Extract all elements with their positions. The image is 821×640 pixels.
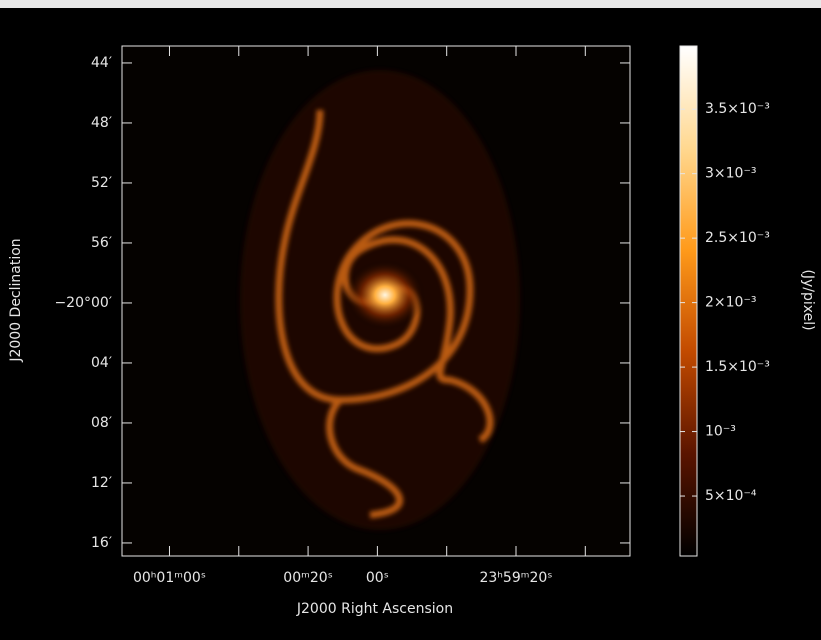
x-tick-label: 00ˢ <box>366 570 389 586</box>
x-tick-label: 00ʰ01ᵐ00ˢ <box>133 570 206 586</box>
y-tick-label: 44′ <box>91 55 112 71</box>
y-tick-label: 04′ <box>91 355 112 371</box>
y-tick-label: −20°00′ <box>54 295 112 311</box>
colorbar-tick-label: 2×10⁻³ <box>705 295 756 311</box>
galaxy-image <box>122 46 630 556</box>
y-axis-label: J2000 Declination <box>8 238 24 362</box>
x-tick-label: 00ᵐ20ˢ <box>283 570 333 586</box>
y-tick-label: 56′ <box>91 235 112 251</box>
x-axis-label: J2000 Right Ascension <box>296 601 453 617</box>
colorbar <box>680 46 697 556</box>
y-tick-label: 16′ <box>91 535 112 551</box>
y-tick-label: 48′ <box>91 115 112 131</box>
page: J2000 Right Ascension J2000 Declination … <box>0 0 821 640</box>
colorbar-tick-label: 10⁻³ <box>705 424 736 440</box>
top-strip <box>0 0 821 8</box>
colorbar-label: (Jy/pixel) <box>800 269 816 330</box>
colorbar-tick-label: 5×10⁻⁴ <box>705 488 757 504</box>
colorbar-tick-label: 3×10⁻³ <box>705 166 756 182</box>
colorbar-tick-label: 2.5×10⁻³ <box>705 230 770 246</box>
x-tick-label: 23ʰ59ᵐ20ˢ <box>479 570 552 586</box>
y-tick-label: 12′ <box>91 475 112 491</box>
colorbar-tick-label: 1.5×10⁻³ <box>705 359 770 375</box>
colorbar-tick-label: 3.5×10⁻³ <box>705 101 770 117</box>
y-tick-label: 08′ <box>91 415 112 431</box>
chart: J2000 Right Ascension J2000 Declination … <box>0 0 821 640</box>
y-tick-label: 52′ <box>91 175 112 191</box>
